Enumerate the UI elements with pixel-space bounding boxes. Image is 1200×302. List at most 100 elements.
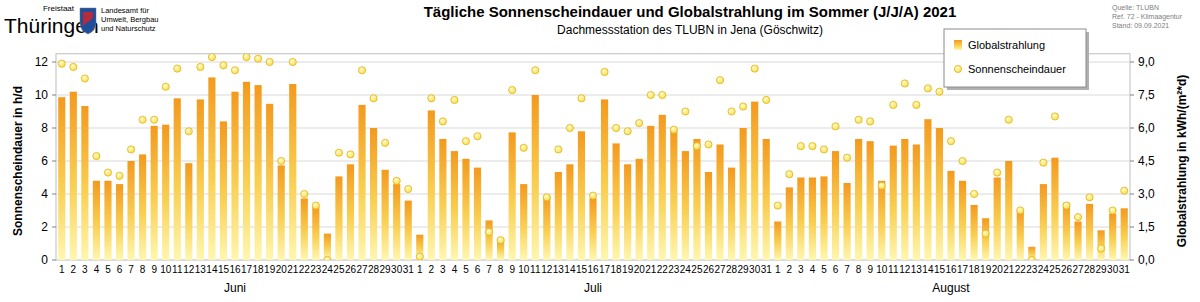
point (740, 103, 747, 110)
point (1098, 245, 1105, 252)
shield-lion (83, 12, 93, 26)
bar (301, 198, 308, 260)
x-tick-label: 7 (486, 264, 492, 275)
bar (670, 130, 677, 260)
x-tick-label: 14 (564, 264, 576, 275)
x-tick-label: 24 (680, 264, 692, 275)
bar (185, 163, 192, 260)
group-label: Juni (224, 281, 246, 295)
x-tick-label: 20 (276, 264, 288, 275)
point (139, 116, 146, 123)
point (220, 62, 227, 69)
bar (208, 77, 215, 260)
x-tick-label: 16 (229, 264, 241, 275)
bar (197, 99, 204, 260)
point (624, 128, 631, 135)
bar (705, 172, 712, 260)
bar (520, 184, 527, 260)
bar (855, 139, 862, 260)
x-tick-label: 27 (1072, 264, 1084, 275)
bar (370, 128, 377, 260)
point (947, 138, 954, 145)
x-tick-label: 3 (798, 264, 804, 275)
bar (1063, 203, 1070, 260)
y-tick-label: 10 (35, 88, 49, 102)
point (197, 63, 204, 70)
point (1086, 194, 1093, 201)
point (497, 237, 504, 244)
bar (543, 196, 550, 260)
x-tick-label: 22 (1015, 264, 1027, 275)
x-tick-label: 30 (749, 264, 761, 275)
x-tick-label: 8 (856, 264, 862, 275)
x-tick-label: 30 (1107, 264, 1119, 275)
x-tick-label: 29 (738, 264, 750, 275)
point (555, 146, 562, 153)
x-tick-label: 11 (530, 264, 541, 275)
x-tick-label: 2 (71, 264, 77, 275)
point (254, 55, 261, 62)
point (890, 101, 897, 108)
point (763, 96, 770, 103)
y2-tick (1130, 128, 1134, 129)
point (970, 190, 977, 197)
bar (358, 105, 365, 260)
bar (116, 184, 123, 260)
bar (220, 121, 227, 260)
point (58, 60, 65, 67)
x-tick-label: 19 (264, 264, 276, 275)
bar (890, 146, 897, 260)
x-tick-label: 9 (151, 264, 157, 275)
point (820, 146, 827, 153)
point (751, 65, 758, 72)
x-tick-label: 1 (775, 264, 781, 275)
point (428, 95, 435, 102)
bar (809, 178, 816, 261)
y-tick-label: 2 (41, 220, 48, 234)
point (116, 172, 123, 179)
y-axis-title: Sonnenscheindauer in h/d (11, 86, 25, 236)
legend: GlobalstrahlungSonnenscheindauer (944, 29, 1089, 90)
bar (601, 99, 608, 260)
bar (636, 159, 643, 260)
x-tick-label: 29 (380, 264, 392, 275)
x-tick-label: 22 (299, 264, 311, 275)
x-tick-label: 28 (368, 264, 380, 275)
x-tick-label: 25 (1049, 264, 1061, 275)
x-tick-label: 16 (587, 264, 599, 275)
point (659, 91, 666, 98)
x-tick-label: 20 (992, 264, 1004, 275)
y2-tick-label: 4,5 (1138, 154, 1155, 168)
bar (936, 128, 943, 260)
y-tick-label: 0 (41, 253, 48, 267)
x-tick-label: 13 (195, 264, 207, 275)
point (716, 77, 723, 84)
x-tick-label: 24 (322, 264, 334, 275)
x-tick-label: 1 (59, 264, 65, 275)
x-tick-label: 18 (611, 264, 623, 275)
x-tick-label: 26 (345, 264, 357, 275)
bar (947, 171, 954, 260)
point (393, 177, 400, 184)
point (231, 67, 238, 74)
bar (1051, 158, 1058, 260)
point (913, 101, 920, 108)
point (867, 118, 874, 125)
bar (393, 184, 400, 260)
bar (820, 176, 827, 260)
point (601, 68, 608, 75)
x-tick-label: 14 (922, 264, 934, 275)
point (520, 144, 527, 151)
y-tick (52, 62, 56, 63)
bar (1109, 214, 1116, 260)
source-text: Stand: 09.09.2021 (1112, 22, 1169, 29)
bar (740, 128, 747, 260)
x-tick-label: 29 (1096, 264, 1108, 275)
y-tick (52, 128, 56, 129)
bar (624, 164, 631, 260)
x-tick-label: 15 (934, 264, 946, 275)
y2-tick-label: 1,5 (1138, 220, 1155, 234)
point (208, 54, 215, 61)
y2-tick-label: 6,0 (1138, 121, 1155, 135)
point (982, 230, 989, 237)
